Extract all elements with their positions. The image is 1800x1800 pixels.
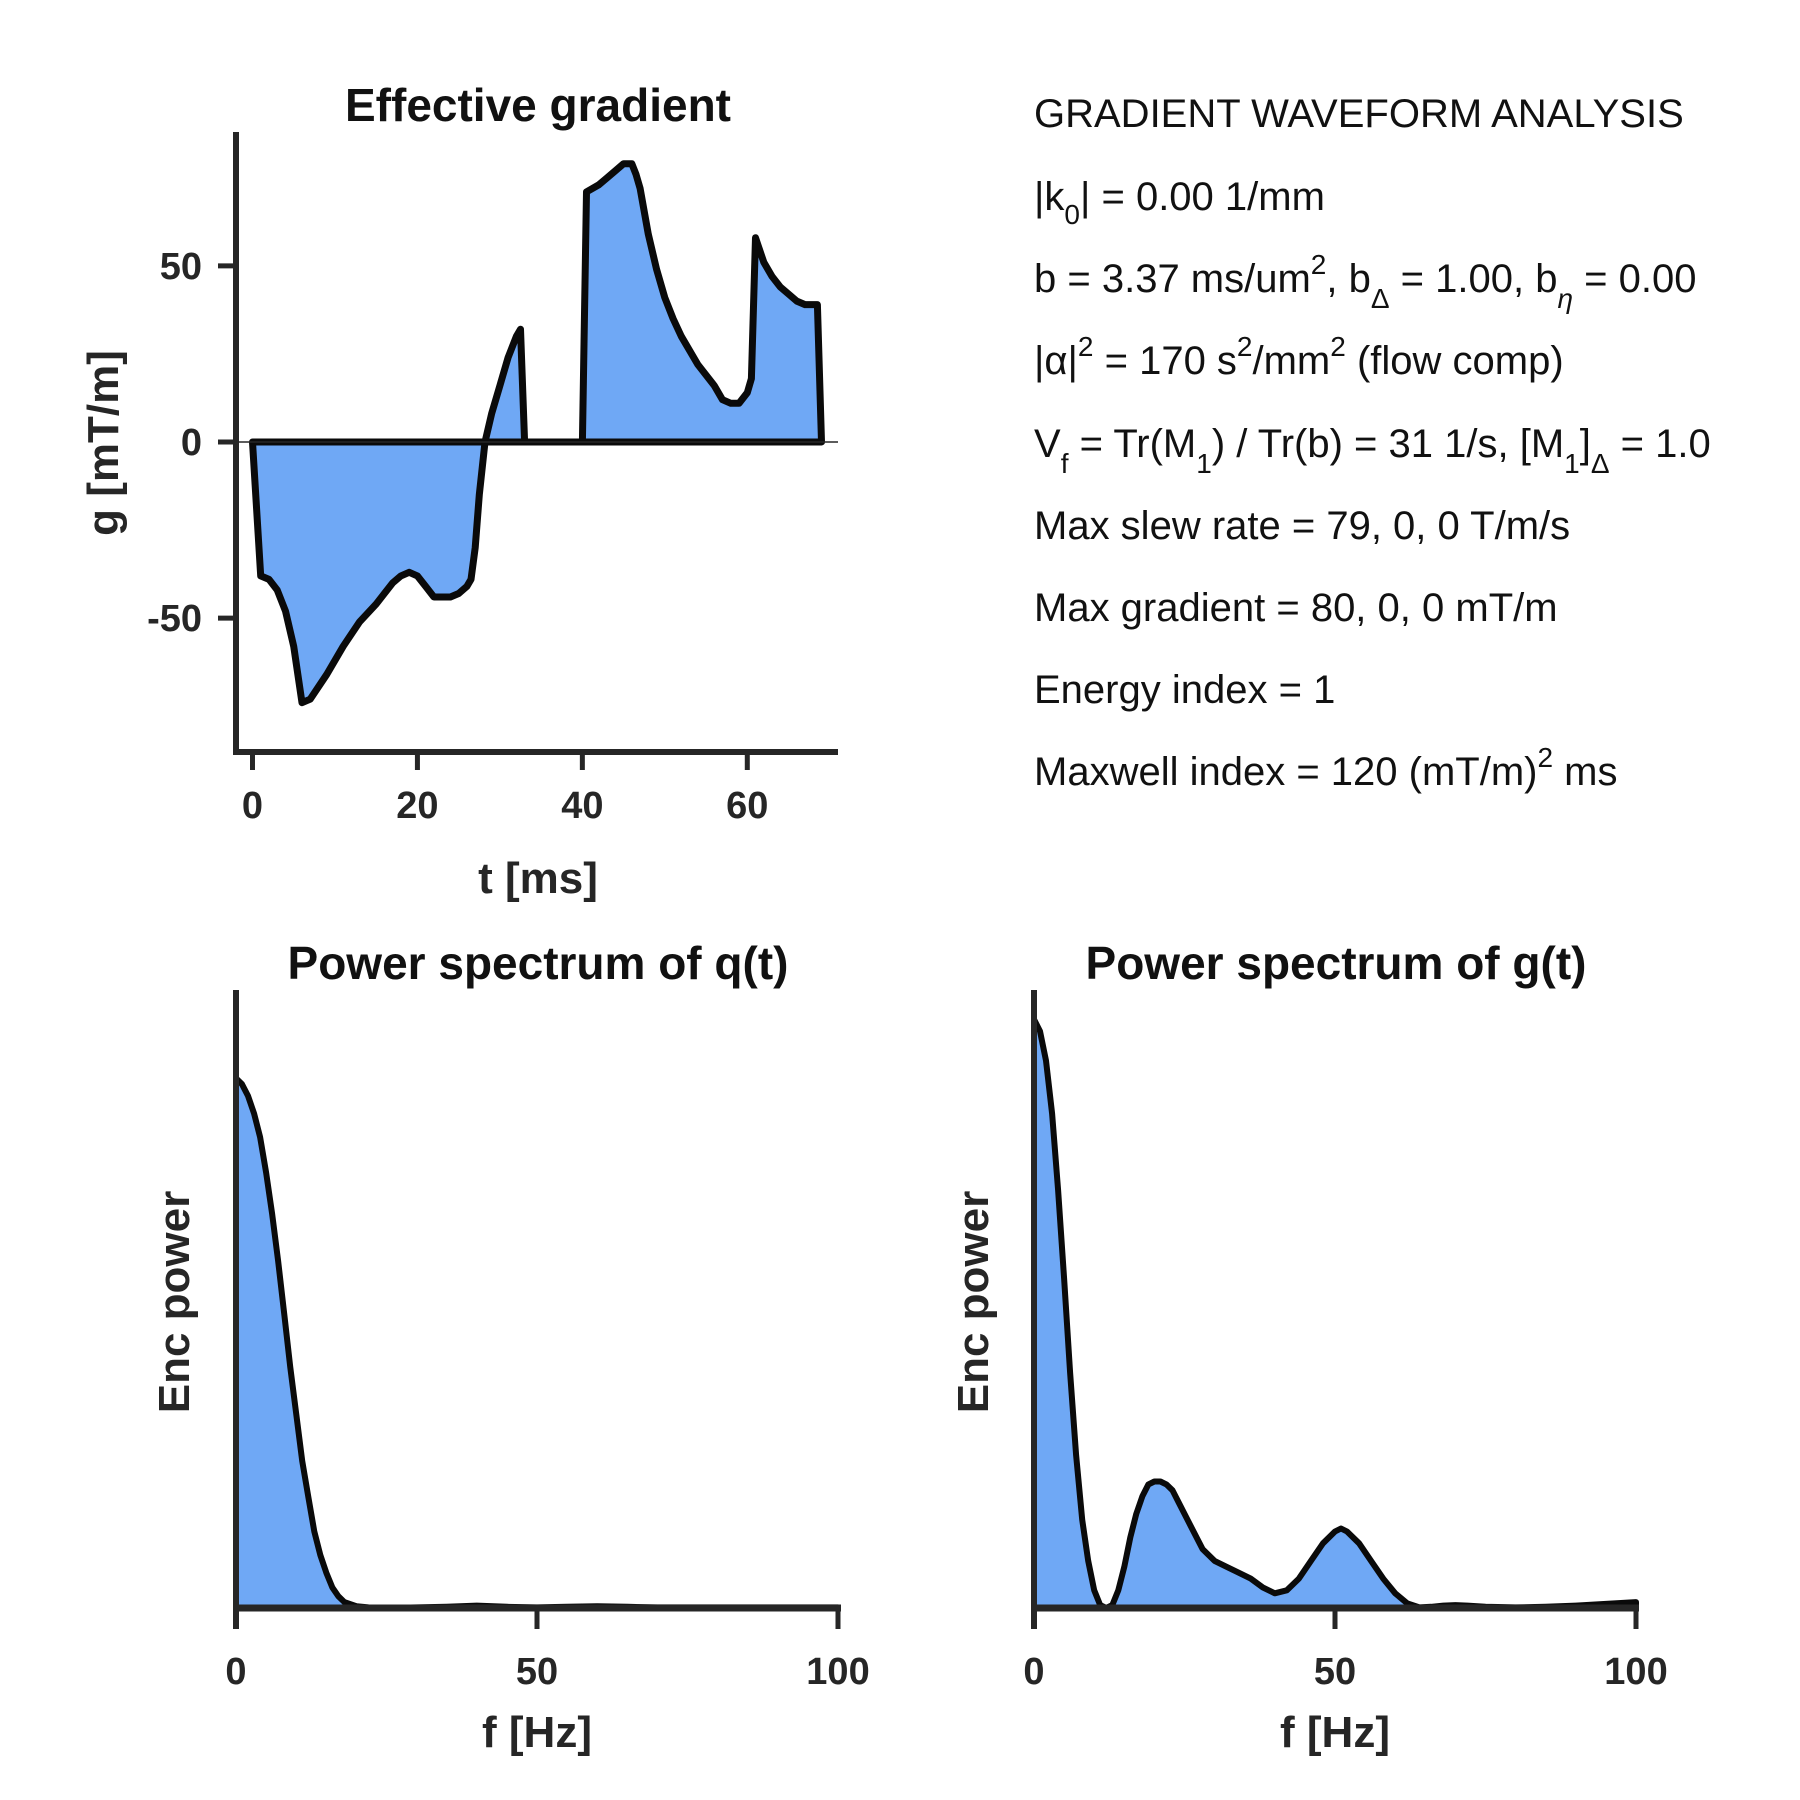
info-max-gradient: Max gradient = 80, 0, 0 mT/m bbox=[1034, 586, 1558, 630]
power-spectrum-g-panel: Power spectrum of g(t) 0 50 100 f [Hz] Enc… bbox=[949, 937, 1668, 1757]
info-heading: GRADIENT WAVEFORM ANALYSIS bbox=[1034, 92, 1684, 136]
info-slew-rate: Max slew rate = 79, 0, 0 T/m/s bbox=[1034, 504, 1570, 548]
power-spectrum-q-title: Power spectrum of q(t) bbox=[288, 937, 789, 989]
power-spectrum-g-title: Power spectrum of g(t) bbox=[1086, 937, 1587, 989]
effective-gradient-ylabel: g [mT/m] bbox=[79, 350, 128, 536]
power-spectrum-g-axes: 0 50 100 bbox=[1023, 990, 1668, 1693]
info-b-value: b = 3.37 ms/um2, bΔ = 1.00, bη = 0.00 bbox=[1034, 249, 1696, 314]
x-tick-label: 50 bbox=[1314, 1651, 1356, 1693]
power-spectrum-q-area bbox=[233, 1075, 841, 1611]
x-tick-label: 0 bbox=[242, 785, 263, 827]
x-tick-label: 0 bbox=[1023, 1651, 1044, 1693]
power-spectrum-q-ylabel: Enc power bbox=[150, 1191, 199, 1414]
x-tick-label: 0 bbox=[225, 1651, 246, 1693]
power-spectrum-g-area bbox=[1031, 1016, 1639, 1611]
effective-gradient-axes: -50 0 50 0 20 40 60 bbox=[147, 132, 838, 827]
x-tick-label: 60 bbox=[726, 785, 768, 827]
effective-gradient-area bbox=[249, 160, 825, 707]
power-spectrum-q-axes: 0 50 100 bbox=[225, 990, 870, 1693]
analysis-info-block: GRADIENT WAVEFORM ANALYSIS |k0| = 0.00 1… bbox=[1034, 92, 1711, 794]
info-alpha: |α|2 = 170 s2/mm2 (flow comp) bbox=[1034, 331, 1564, 383]
x-tick-label: 40 bbox=[561, 785, 603, 827]
x-tick-label: 20 bbox=[396, 785, 438, 827]
info-maxwell-index: Maxwell index = 120 (mT/m)2 ms bbox=[1034, 742, 1618, 794]
info-k0: |k0| = 0.00 1/mm bbox=[1034, 175, 1325, 230]
x-tick-label: 50 bbox=[516, 1651, 558, 1693]
y-tick-label: 50 bbox=[160, 246, 202, 288]
x-tick-label: 100 bbox=[1604, 1651, 1667, 1693]
power-spectrum-q-panel: Power spectrum of q(t) 0 50 100 f [Hz] Enc… bbox=[150, 937, 870, 1757]
effective-gradient-title: Effective gradient bbox=[345, 79, 731, 131]
effective-gradient-xlabel: t [ms] bbox=[478, 854, 598, 903]
info-vf: Vf = Tr(M1) / Tr(b) = 31 1/s, [M1]Δ = 1.… bbox=[1034, 422, 1711, 479]
power-spectrum-g-xlabel: f [Hz] bbox=[1280, 1708, 1390, 1757]
x-tick-label: 100 bbox=[806, 1651, 869, 1693]
power-spectrum-g-ylabel: Enc power bbox=[949, 1191, 998, 1414]
info-energy-index: Energy index = 1 bbox=[1034, 668, 1335, 712]
y-tick-label: -50 bbox=[147, 598, 202, 640]
y-tick-label: 0 bbox=[181, 422, 202, 464]
power-spectrum-q-xlabel: f [Hz] bbox=[482, 1708, 592, 1757]
